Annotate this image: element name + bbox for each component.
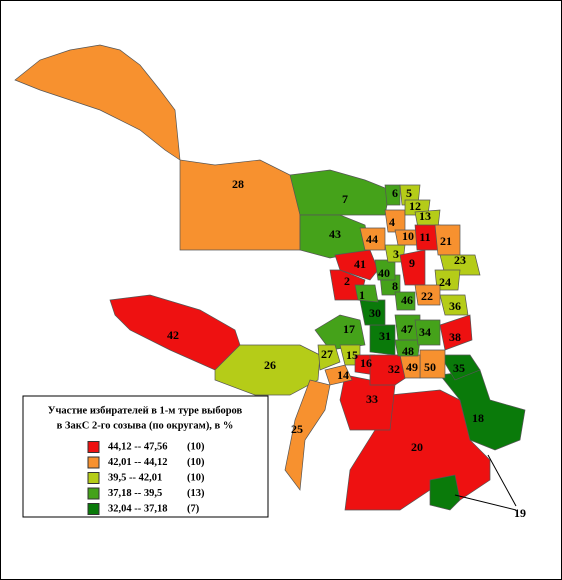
district [439,314,473,351]
legend-range: 39,5 -- 42,01 [108,472,162,483]
legend-count: (13) [187,488,205,499]
districts [14,44,526,511]
district-label: 8 [392,279,398,293]
district-label: 30 [369,306,381,320]
district-label: 28 [232,177,244,191]
district-label: 50 [424,360,436,374]
legend-range: 32,04 -- 37,18 [108,503,168,514]
district [439,294,469,316]
district-label: 47 [401,322,413,336]
district [324,364,353,386]
district-label: 12 [409,199,421,213]
district [384,184,401,206]
district-label: 38 [449,330,461,344]
legend-swatch [87,456,100,469]
district [394,291,416,311]
district-label: 23 [454,253,466,267]
district-label: 46 [401,293,413,307]
district-label: 7 [342,192,348,206]
legend-title: в ЗакС 2-го созыва (по округам), в % [57,420,234,431]
district-label: 9 [409,256,415,270]
district-label: 2 [344,274,350,288]
district-label: 43 [329,227,341,241]
district-label: 13 [419,209,431,223]
district [429,474,461,511]
district [434,269,461,291]
legend-count: (10) [187,441,205,452]
district-label: 6 [392,186,398,200]
district-label: 17 [343,322,355,336]
district-label: 42 [167,328,179,342]
district [284,379,331,491]
district [354,284,379,303]
district-label: 40 [378,266,390,280]
district [334,249,379,281]
district-label: 10 [402,229,414,243]
leader-line [454,494,517,511]
district-label: 49 [406,360,418,374]
district-label: 19 [514,506,526,520]
district [439,369,526,451]
district-label: 15 [346,348,358,362]
legend-swatch [87,472,100,484]
district-label: 26 [264,358,276,372]
district-label: 41 [354,257,366,271]
legend-items: 44,12 -- 47,56 (10) 42,01 -- 44,12 (10) 39,5… [87,441,205,515]
district-label: 18 [472,411,484,425]
legend-count: (10) [187,457,205,468]
legend-box [22,395,269,518]
district-label: 35 [453,361,465,375]
district-label: 34 [419,325,431,339]
legend: Участие избирателей в 1-м туре выборов в… [22,395,269,518]
district-label: 32 [388,362,400,376]
district-label: 33 [366,392,378,406]
district-label: 25 [291,422,303,436]
district-label: 27 [321,347,333,361]
legend-range: 44,12 -- 47,56 [108,441,168,452]
legend-swatch [87,503,100,515]
legend-range: 42,01 -- 44,12 [108,457,168,468]
leader-line [487,454,517,507]
district-label: 21 [440,234,452,248]
district-label: 11 [419,230,430,244]
legend-swatch [87,487,100,500]
district-label: 24 [439,275,451,289]
district-label: 1 [359,288,365,302]
district-label: 16 [360,356,372,370]
district-label: 48 [402,344,414,358]
district-label: 14 [337,368,349,382]
legend-swatch [87,441,100,453]
legend-count: (10) [187,472,205,483]
legend-count: (7) [187,503,200,514]
district-label: 44 [366,232,378,246]
legend-range: 37,18 -- 39,5 [108,488,162,499]
district-label: 20 [411,440,423,454]
district [414,284,441,306]
district-label: 22 [421,289,433,303]
district [214,344,321,396]
district [359,227,386,251]
district-label: 36 [449,299,461,313]
district-label: 4 [389,215,395,229]
legend-title: Участие избирателей в 1-м туре выборов [48,405,243,416]
district [317,344,341,371]
district [439,354,481,381]
district-label: 3 [393,247,399,261]
district-label: 5 [406,186,412,200]
district-label: 31 [379,329,391,343]
district [369,324,396,356]
district [414,319,441,346]
